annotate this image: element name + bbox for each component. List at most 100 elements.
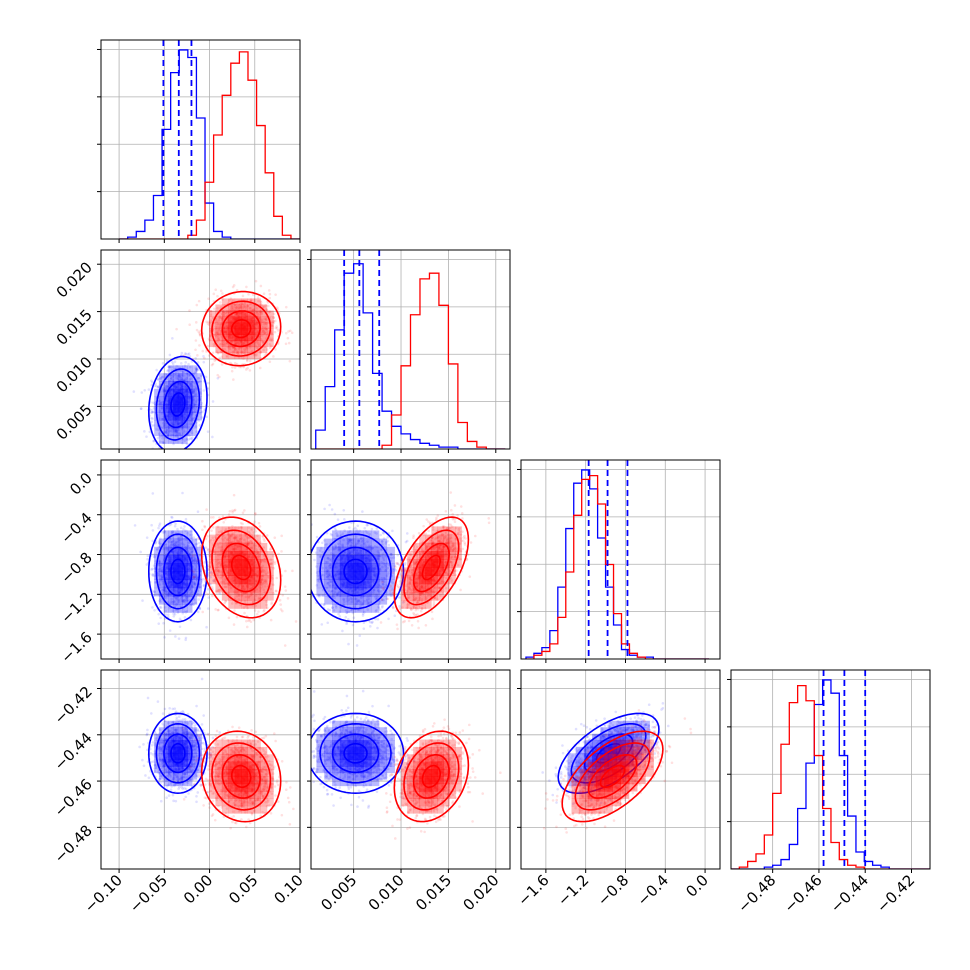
scatter-point: [244, 368, 248, 371]
scatter-point: [217, 575, 220, 578]
scatter-point: [159, 616, 162, 620]
density-cell: [158, 420, 164, 429]
scatter-point: [193, 410, 196, 414]
scatter-point: [238, 302, 241, 305]
scatter-point: [355, 535, 358, 539]
scatter-point: [195, 328, 199, 332]
scatter-point: [206, 587, 210, 591]
scatter-point: [160, 577, 164, 580]
scatter-point: [166, 369, 169, 373]
scatter-point: [231, 285, 235, 289]
scatter-point: [192, 573, 195, 577]
scatter-point: [181, 611, 185, 615]
scatter-point: [208, 571, 211, 575]
scatter-point: [160, 434, 164, 437]
scatter-point: [235, 592, 239, 595]
scatter-point: [327, 573, 331, 576]
scatter-point: [166, 592, 169, 596]
scatter-point: [216, 340, 219, 343]
scatter-point: [152, 590, 156, 594]
scatter-point: [361, 602, 364, 606]
scatter-point: [194, 405, 198, 409]
scatter-point: [259, 350, 262, 354]
density-cell: [182, 604, 188, 613]
density-cell: [266, 310, 274, 317]
scatter-point: [158, 524, 161, 527]
scatter-point: [379, 569, 382, 572]
scatter-point: [277, 552, 280, 556]
scatter-point: [174, 541, 177, 545]
scatter-point: [244, 591, 248, 595]
scatter-point: [269, 562, 273, 566]
histogram-series-1: [315, 272, 506, 449]
scatter-point: [191, 559, 195, 563]
scatter-point: [252, 531, 255, 534]
scatter-point: [334, 546, 338, 549]
scatter-point: [350, 600, 354, 604]
scatter-point: [241, 302, 244, 306]
scatter-point: [369, 600, 373, 604]
density-cell: [260, 328, 268, 335]
scatter-point: [165, 597, 168, 600]
density-cell: [254, 534, 261, 544]
scatter-point: [281, 609, 284, 613]
scatter-point: [263, 557, 266, 561]
histogram-series-0: [119, 49, 300, 239]
scatter-point: [190, 602, 193, 606]
scatter-point: [197, 419, 201, 422]
scatter-point: [166, 613, 170, 616]
scatter-point: [243, 304, 247, 308]
scatter-point: [260, 574, 263, 578]
scatter-point: [169, 429, 172, 432]
density-cell: [228, 567, 236, 576]
scatter-point: [200, 580, 203, 584]
scatter-point: [349, 538, 353, 541]
scatter-point: [237, 526, 240, 530]
scatter-point: [265, 328, 268, 331]
density-cell: [177, 538, 183, 548]
density-cell: [154, 427, 160, 437]
scatter-point: [160, 570, 164, 574]
scatter-point: [328, 573, 332, 577]
scatter-point: [381, 543, 384, 546]
scatter-point: [244, 604, 248, 608]
density-cell: [247, 298, 255, 305]
hist-grid-y: [521, 469, 720, 613]
y-tick-label: −0.4: [57, 509, 95, 547]
scatter-point: [156, 571, 160, 575]
density-cell: [241, 551, 248, 560]
scatter-point: [377, 588, 380, 592]
scatter-point: [216, 565, 219, 569]
scatter-point: [338, 542, 341, 546]
scatter-point: [349, 540, 353, 543]
scatter-point: [366, 531, 369, 534]
density-cell: [187, 388, 193, 397]
scatter-point: [174, 635, 177, 638]
scatter-point: [284, 305, 288, 309]
density-cell: [208, 340, 216, 348]
scatter-point: [170, 530, 174, 534]
scatter-point: [265, 606, 269, 609]
scatter-point: [222, 312, 226, 315]
density-cell: [234, 346, 242, 354]
density-cell: [260, 304, 268, 311]
scatter-point: [216, 569, 220, 573]
scatter-point: [174, 540, 177, 544]
scatter-point: [354, 597, 357, 601]
scatter-point: [193, 581, 196, 585]
scatter-point: [179, 375, 182, 379]
scatter-point: [374, 597, 378, 601]
scatter-point: [151, 380, 154, 384]
scatter-point: [247, 595, 250, 598]
scatter-point: [234, 537, 237, 540]
density-cell: [163, 604, 169, 613]
scatter-point: [377, 606, 381, 610]
scatter-point: [194, 559, 198, 563]
scatter-point: [385, 562, 389, 565]
scatter-point: [180, 536, 184, 539]
scatter-point: [382, 588, 386, 591]
scatter-point: [250, 528, 253, 532]
scatter-point: [225, 309, 229, 313]
density-cell: [215, 559, 223, 568]
scatter-point: [259, 541, 262, 544]
